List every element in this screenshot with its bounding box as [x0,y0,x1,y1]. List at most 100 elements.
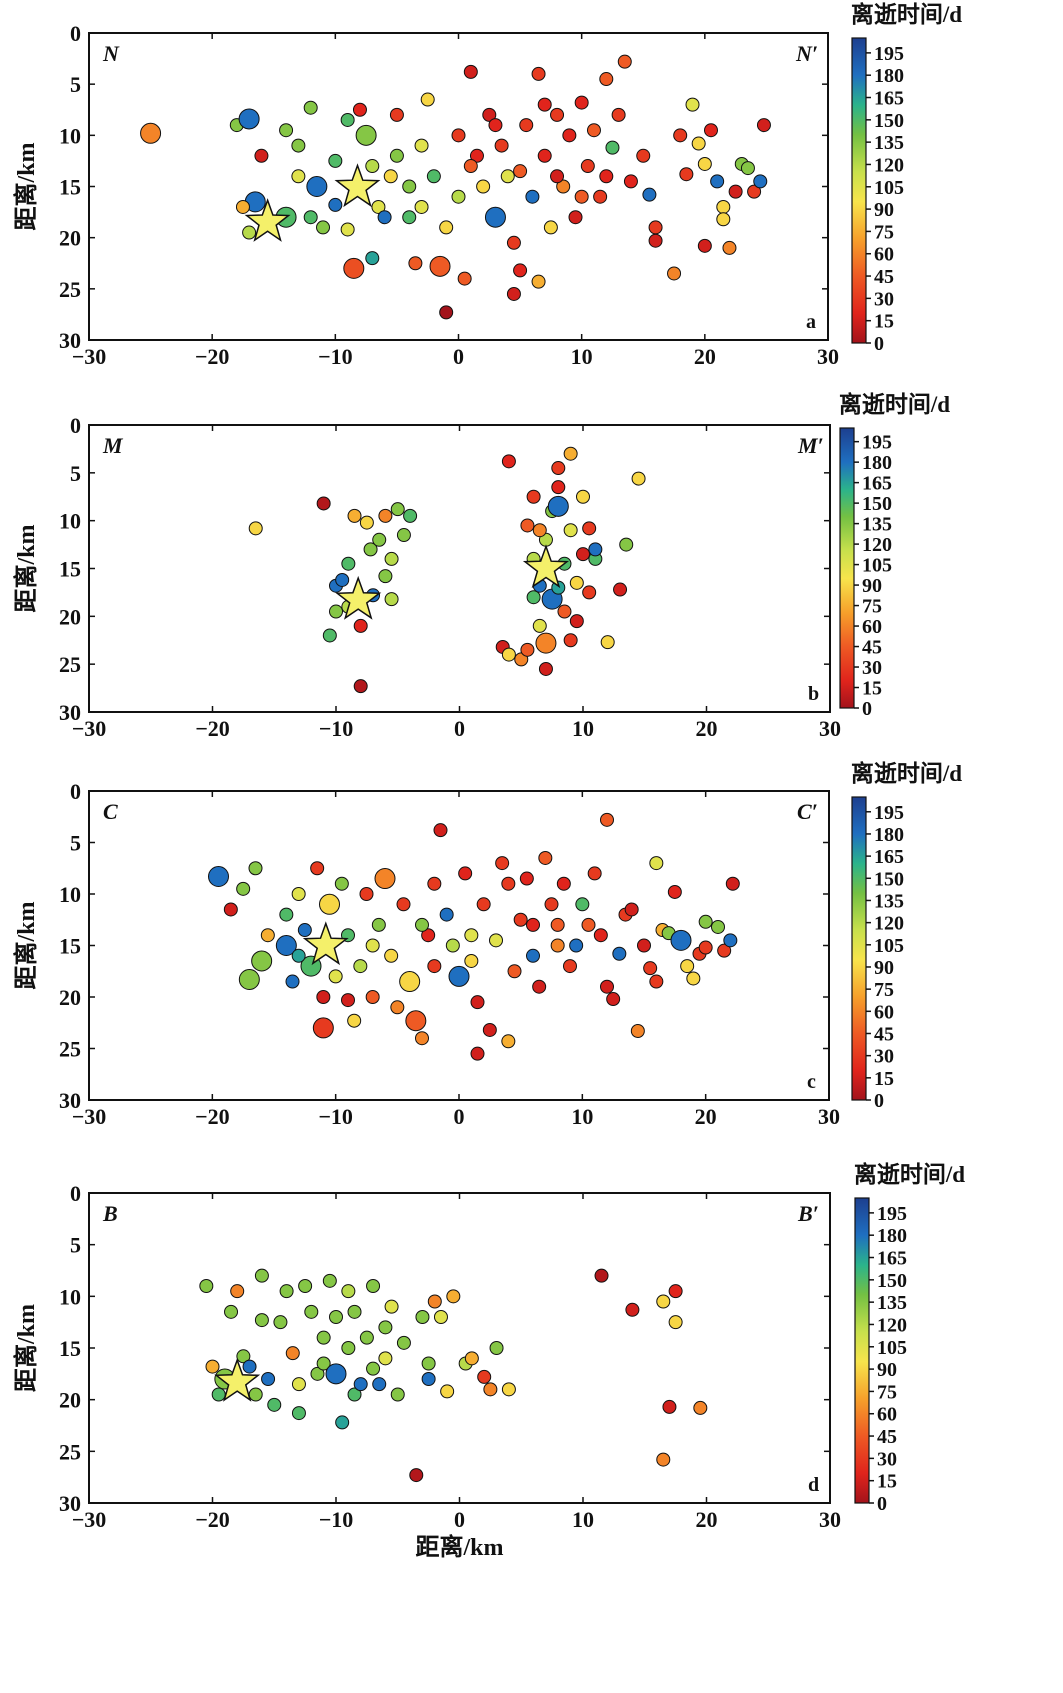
plot-area [88,1192,831,1504]
event-point [335,1415,350,1430]
event-point [359,887,374,901]
event-point [322,1273,337,1288]
y-tick-label: 15 [59,175,81,200]
event-point [464,953,479,968]
event-point [740,161,755,176]
panel-letter: c [807,1071,816,1093]
event-point [389,107,404,122]
y-tick-label: 25 [59,1439,81,1464]
colorbar-tick-label: 150 [874,868,904,890]
event-point [236,1349,251,1364]
event-point [463,159,478,174]
x-tick-label: 0 [454,1104,465,1129]
event-point [236,881,251,896]
event-point [710,174,725,189]
mainshock-star [335,575,382,620]
event-point [335,572,350,587]
colorbar-tick-label: 75 [862,596,882,618]
event-point [586,123,601,138]
event-point [378,1320,393,1335]
event-point [599,169,614,184]
event-point [588,542,603,557]
event-point [285,1346,300,1361]
event-point [557,604,572,619]
event-point [223,902,238,917]
x-tick-label: 10 [572,1507,594,1532]
colorbar-tick-label: 15 [874,311,894,333]
event-point [630,1023,645,1038]
colorbar-tick-label: 90 [874,957,894,979]
colorbar-tick-label: 0 [874,1090,884,1112]
colorbar-tick-label: 135 [874,132,904,154]
colorbar-tick-label: 195 [874,802,904,824]
event-point [415,917,429,932]
event-point [427,876,442,891]
event-point [600,635,615,650]
event-point [667,884,682,899]
event-point [378,1351,393,1366]
event-point [384,551,399,566]
event-point [343,257,365,279]
event-point [520,518,535,533]
event-point [723,933,738,948]
event-point [569,614,584,629]
event-point [238,108,260,130]
event-point [457,271,472,286]
event-point [396,528,411,543]
colorbar-title: 离逝时间/d [839,391,950,417]
event-point [366,1279,381,1293]
y-tick-label: 10 [59,1284,81,1309]
event-point [303,100,318,115]
event-point [513,263,528,278]
event-point [439,305,454,320]
event-point [384,1299,399,1314]
panel-letter: d [808,1474,819,1496]
event-point [445,938,460,953]
event-point [624,902,639,917]
event-point [347,508,362,523]
y-tick-label: 25 [59,1037,81,1062]
event-point [668,1284,683,1299]
y-tick-label: 10 [59,123,81,148]
event-point [612,946,627,961]
event-point [306,176,328,197]
event-point [526,590,541,605]
event-point [365,990,380,1004]
colorbar-tick-label: 30 [874,288,894,310]
event-point [242,1359,257,1374]
x-tick-label: −10 [319,1507,354,1532]
event-point [310,1366,325,1381]
event-point [543,220,558,235]
colorbar-tick-label: 75 [874,979,894,1001]
event-point [260,928,275,943]
panel-letter: b [808,683,819,705]
event-point [470,1046,485,1061]
event-point [667,266,682,281]
event-point [140,122,162,144]
event-point [556,179,571,194]
event-point [562,128,577,143]
event-point [580,159,595,174]
event-point [402,210,417,225]
colorbar-tick-label: 135 [874,890,904,912]
event-point [649,856,664,871]
colorbar-tick-label: 180 [874,65,904,87]
event-point [538,850,553,865]
profile-start-label: C [103,799,118,824]
event-point [513,164,528,179]
y-tick-label: 5 [70,72,81,97]
event-point [576,489,590,504]
colorbar-bar [854,1197,870,1504]
event-point [248,861,263,876]
colorbar-tick-label: 30 [874,1046,894,1068]
event-point [291,887,306,901]
mainshock-star [214,1357,261,1402]
x-tick-label: −10 [318,1104,353,1129]
event-point [316,990,331,1004]
event-point [568,210,583,225]
event-point [251,950,273,972]
event-point [649,974,664,989]
